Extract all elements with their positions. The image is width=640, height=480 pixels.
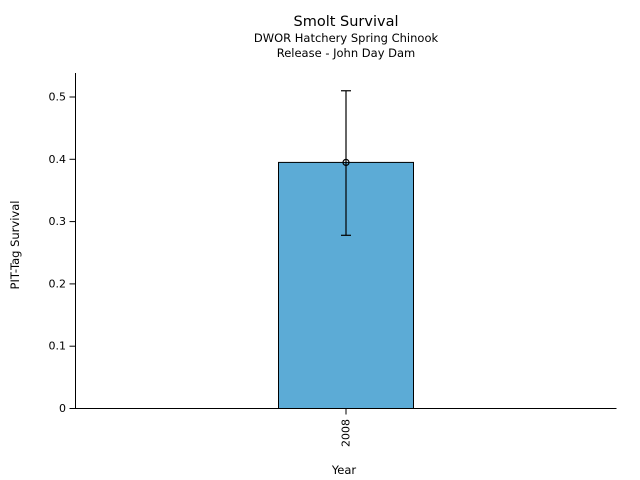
mean-marker — [342, 158, 350, 167]
y-tick-label: 0.2 — [49, 277, 67, 290]
plot-contents: 2008 0 0.1 0.2 0.3 0.4 0.5 — [49, 73, 617, 447]
y-tick-label: 0.4 — [49, 153, 67, 166]
x-axis-title: Year — [331, 463, 357, 477]
x-tick-label: 2008 — [340, 419, 353, 447]
y-tick-label: 0.3 — [49, 215, 67, 228]
chart-title: Smolt Survival — [294, 14, 399, 30]
y-tick-label: 0.1 — [49, 340, 67, 353]
chart-subtitle-line2: Release - John Day Dam — [277, 46, 416, 60]
chart-subtitle-line1: DWOR Hatchery Spring Chinook — [254, 31, 439, 45]
y-axis-title: PIT-Tag Survival — [8, 201, 22, 290]
y-tick-label: 0.5 — [49, 90, 67, 103]
y-tick-label: 0 — [59, 402, 66, 415]
